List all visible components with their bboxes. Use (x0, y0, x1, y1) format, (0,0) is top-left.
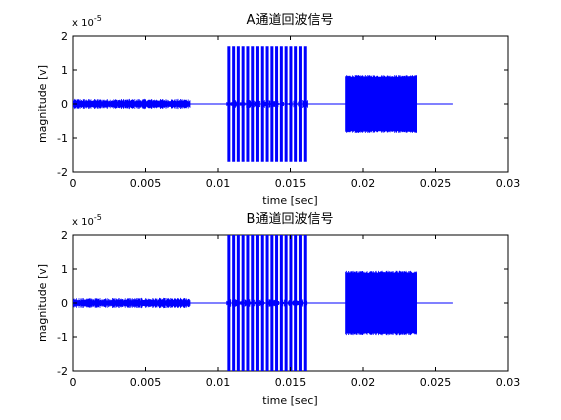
chart-a-segment-1 (73, 98, 191, 110)
chart-b-segment-3 (345, 270, 417, 336)
chart-a-pulse-baseline-noise (226, 100, 308, 108)
chart-a-y-tick-label: -1 (57, 132, 68, 145)
chart-a-exponent-base: x 10 (72, 18, 94, 29)
chart-a-x-tick-label: 0.03 (496, 177, 521, 190)
chart-a-y-tick-label: 0 (61, 98, 68, 111)
chart-a-exponent-label: x 10-5 (72, 14, 102, 29)
chart-a-y-tick-label: 2 (61, 30, 68, 43)
chart-b-x-tick-label: 0 (70, 376, 77, 389)
chart-b-signal (73, 235, 453, 371)
chart-a-y-tick-label: -2 (57, 166, 68, 179)
chart-a-title: A通道回波信号 (247, 13, 334, 28)
chart-a-ylabel: magnitude [v] (36, 65, 49, 143)
subplot-b: B通道回波信号 x 10-5 0 0.005 0.01 0.015 0.02 0.025 0… (36, 212, 520, 407)
chart-a-segment-2 (226, 46, 308, 162)
chart-a-xlabel: time [sec] (262, 194, 317, 207)
chart-b-exponent-label: x 10-5 (72, 213, 102, 228)
chart-b-x-tick-label: 0.025 (420, 376, 452, 389)
chart-b-exponent-base: x 10 (72, 217, 94, 228)
chart-b-y-tick-label: -2 (57, 365, 68, 378)
chart-b-x-tick-label: 0.02 (351, 376, 376, 389)
subplot-a: A通道回波信号 x 10-5 0 0.005 0.01 0.015 0.02 0.025 0… (36, 13, 520, 207)
chart-a-signal (73, 46, 453, 162)
chart-b-y-tick-label: -1 (57, 331, 68, 344)
chart-b-pulse-baseline-noise (226, 299, 308, 307)
chart-b-ylabel: magnitude [v] (36, 264, 49, 342)
chart-a-burst-band (345, 75, 417, 133)
chart-b-x-tick-label: 0.015 (275, 376, 307, 389)
chart-b-y-tick-label: 0 (61, 297, 68, 310)
chart-b-burst-band (345, 270, 417, 336)
chart-b-xlabel: time [sec] (262, 394, 317, 407)
chart-b-noise-band (73, 297, 191, 309)
chart-b-title: B通道回波信号 (247, 212, 334, 227)
chart-b-segment-1 (73, 297, 191, 309)
chart-b-ticks: 0 0.005 0.01 0.015 0.02 0.025 0.03 2 1 0 -1 -2 (57, 229, 520, 389)
chart-a-noise-band (73, 98, 191, 110)
chart-a-exponent-power: -5 (94, 14, 102, 23)
chart-b-y-tick-label: 1 (61, 263, 68, 276)
chart-a-ticks: 0 0.005 0.01 0.015 0.02 0.025 0.03 2 1 0 -1 -2 (57, 30, 520, 190)
chart-a-x-tick-label: 0.01 (206, 177, 231, 190)
chart-a-x-tick-label: 0 (70, 177, 77, 190)
chart-a-y-tick-label: 1 (61, 64, 68, 77)
chart-b-segment-2 (226, 235, 308, 371)
chart-b-y-tick-label: 2 (61, 229, 68, 242)
chart-a-x-tick-label: 0.005 (130, 177, 162, 190)
chart-b-x-tick-label: 0.005 (130, 376, 162, 389)
chart-b-exponent-power: -5 (94, 213, 102, 222)
chart-b-x-tick-label: 0.03 (496, 376, 521, 389)
chart-a-x-tick-label: 0.02 (351, 177, 376, 190)
chart-a-x-tick-label: 0.015 (275, 177, 307, 190)
chart-b-x-tick-label: 0.01 (206, 376, 231, 389)
chart-a-x-tick-label: 0.025 (420, 177, 452, 190)
chart-a-segment-3 (345, 75, 417, 133)
